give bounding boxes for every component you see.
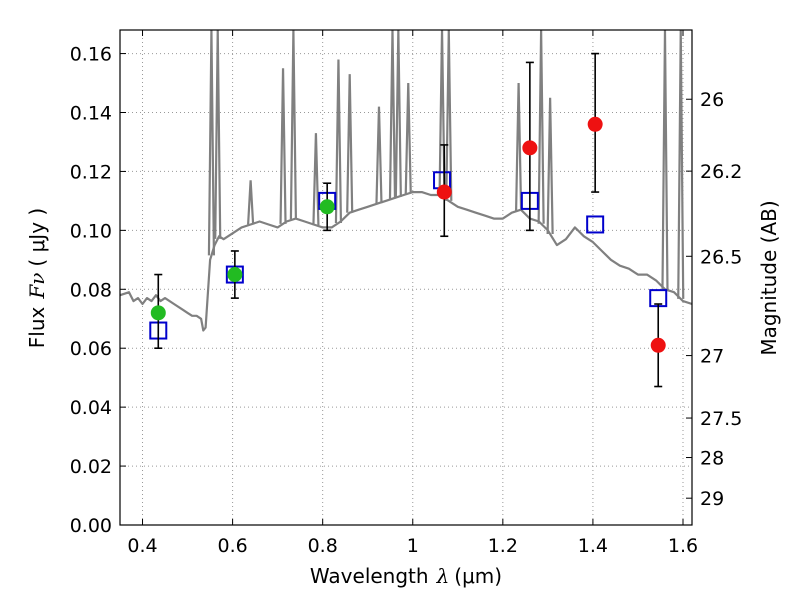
y-tick-label: 0.16 [70,44,112,66]
model-flux-square [586,215,605,234]
y2-tick-label: 27.5 [700,408,742,430]
emission-line-spike [537,30,545,224]
x-tick-label: 0.6 [217,535,247,557]
observed-point-red [650,337,666,353]
emission-line-spike [661,30,669,290]
y2-tick-label: 26.2 [700,161,742,183]
emission-line-spike [394,30,402,197]
x-tick-label: 0.8 [308,535,338,557]
observed-point-red [436,184,452,200]
observed-point-red [522,140,538,156]
x-tick-label: 1.2 [488,535,518,557]
y-axis-label: FluxFν( μJy ) [25,208,49,348]
x-tick-label: 1 [407,535,419,557]
emission-line-spike [289,30,298,220]
y2-tick-label: 27 [700,346,724,368]
observed-point-red [587,116,603,132]
x-tick-label: 0.4 [127,535,157,557]
y-tick-label: 0.08 [70,279,112,301]
emission-line-spike [247,180,255,225]
emission-line-spike [312,133,320,226]
x-tick-label: 1.6 [668,535,698,557]
emission-line-spike [214,30,222,239]
emission-line-spike [438,30,446,197]
emission-line-spike [375,106,383,204]
emission-line-spike [546,97,554,235]
y-tick-label: 0.04 [70,397,112,419]
y-tick-label: 0.12 [70,161,112,183]
emission-line-spike [388,30,397,199]
emission-line-spike [445,30,453,201]
emission-line-spike [279,68,287,224]
y-tick-label: 0.00 [70,515,112,537]
observed-point-green [150,305,166,321]
emission-line-spike [514,83,523,211]
y2-tick-label: 26 [700,89,724,111]
axis-ticks: 0.4 0.6 0.8 1 1.2 1.4 1.6 0.00 0.02 0.04 0.06 0.08 0… [70,30,742,557]
plot-area [120,30,692,388]
observed-point-green [227,267,243,283]
y2-axis-label: Magnitude (AB) [757,200,781,355]
observed-point-green [319,199,335,215]
x-axis-label: Wavelength λ (μm) [310,564,502,588]
y2-tick-label: 29 [700,488,724,510]
y-tick-label: 0.02 [70,456,112,478]
spectrum-line [120,191,692,332]
plot-frame [119,29,693,526]
y-tick-label: 0.06 [70,338,112,360]
emission-line-spike [677,30,685,299]
y2-tick-label: 28 [700,448,724,470]
x-tick-label: 1.4 [578,535,608,557]
emission-line-spike [404,83,412,194]
y-tick-label: 0.14 [70,103,112,125]
y-tick-label: 0.10 [70,220,112,242]
emission-line-spike [334,59,343,224]
emission-line-spike [207,30,216,256]
y2-tick-label: 26.5 [700,246,742,268]
emission-line-spike [346,74,354,213]
